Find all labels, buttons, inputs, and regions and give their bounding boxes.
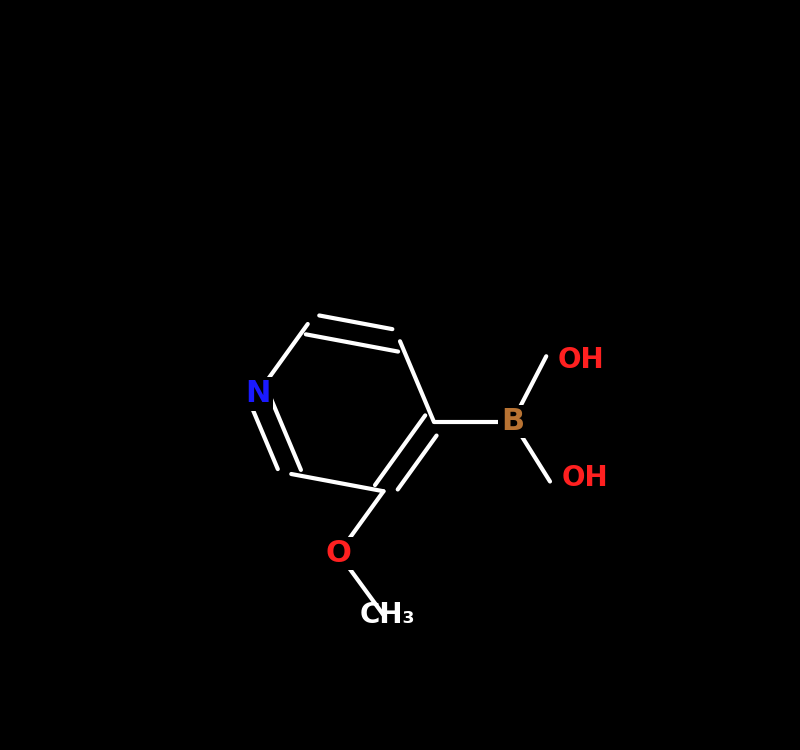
Text: OH: OH bbox=[562, 464, 608, 492]
Text: N: N bbox=[245, 380, 270, 408]
Text: OH: OH bbox=[558, 346, 604, 374]
Text: O: O bbox=[326, 539, 351, 568]
Text: B: B bbox=[501, 407, 524, 436]
Text: CH₃: CH₃ bbox=[359, 601, 415, 629]
